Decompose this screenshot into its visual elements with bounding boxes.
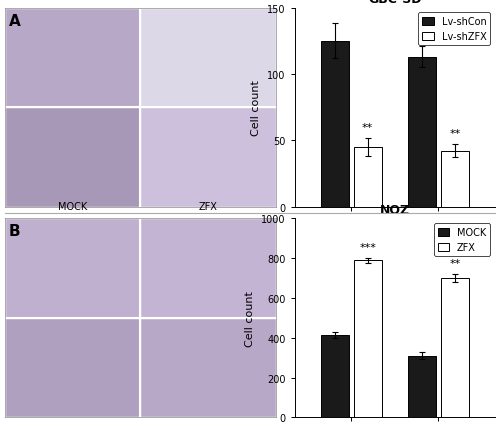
Bar [140, 108, 276, 207]
Bar [140, 219, 276, 318]
Title: NOZ: NOZ [380, 204, 410, 216]
Bar [5, 9, 140, 108]
Legend: Lv-shCon, Lv-shZFX: Lv-shCon, Lv-shZFX [418, 13, 490, 46]
Bar [5, 318, 140, 417]
Text: A: A [9, 14, 21, 29]
Text: **: ** [450, 259, 460, 268]
Text: ***: *** [360, 242, 376, 252]
Bar [320, 335, 348, 417]
Text: MOCK: MOCK [58, 201, 88, 211]
Y-axis label: Cell count: Cell count [252, 80, 262, 135]
Bar [320, 42, 348, 207]
Text: **: ** [450, 129, 460, 139]
Bar [441, 152, 469, 207]
Legend: MOCK, ZFX: MOCK, ZFX [434, 224, 490, 256]
Bar [5, 219, 140, 318]
Bar [408, 356, 436, 417]
Bar [441, 279, 469, 417]
Text: **: ** [362, 122, 374, 132]
Bar [354, 147, 382, 207]
Title: GBC-SD: GBC-SD [368, 0, 422, 6]
Y-axis label: Cell count: Cell count [246, 291, 256, 346]
Text: ZFX: ZFX [198, 201, 218, 211]
Bar [140, 9, 276, 108]
Text: B: B [9, 224, 20, 239]
Bar [408, 58, 436, 207]
Bar [354, 261, 382, 417]
Bar [140, 318, 276, 417]
Bar [5, 108, 140, 207]
